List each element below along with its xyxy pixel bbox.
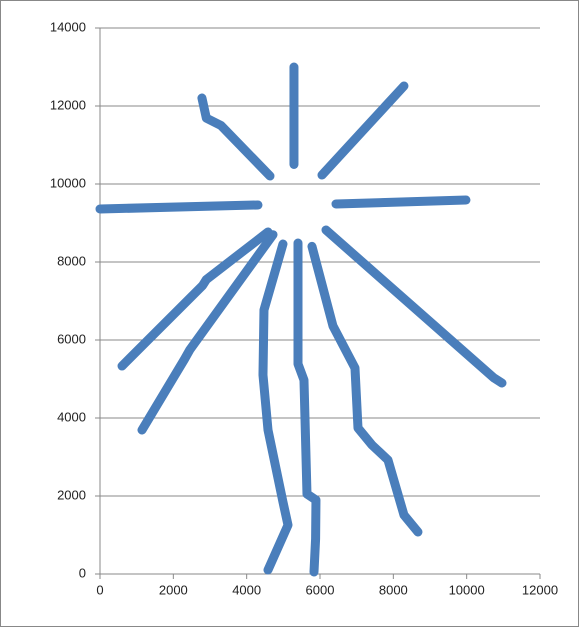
y-tick-label: 14000: [50, 19, 86, 34]
data-line: [197, 93, 275, 181]
x-tick-label: 4000: [232, 582, 261, 597]
data-line: [95, 200, 263, 214]
y-tick-label: 2000: [57, 487, 86, 502]
y-tick-label: 0: [79, 565, 86, 580]
data-line: [331, 195, 471, 209]
data-line: [321, 225, 507, 388]
data-line: [137, 230, 278, 435]
x-tick-label: 8000: [379, 582, 408, 597]
data-line: [317, 81, 409, 180]
data-line: [258, 239, 293, 575]
y-tick-label: 12000: [50, 97, 86, 112]
x-tick-label: 10000: [449, 582, 485, 597]
y-tick-label: 6000: [57, 331, 86, 346]
data-line: [293, 238, 321, 577]
x-tick-label: 12000: [522, 582, 558, 597]
y-tick-label: 10000: [50, 175, 86, 190]
y-tick-label: 4000: [57, 409, 86, 424]
data-line: [117, 227, 273, 371]
x-tick-label: 2000: [159, 582, 188, 597]
x-tick-label: 0: [96, 582, 103, 597]
x-tick-label: 6000: [306, 582, 335, 597]
data-line: [307, 241, 423, 537]
y-tick-label: 8000: [57, 253, 86, 268]
